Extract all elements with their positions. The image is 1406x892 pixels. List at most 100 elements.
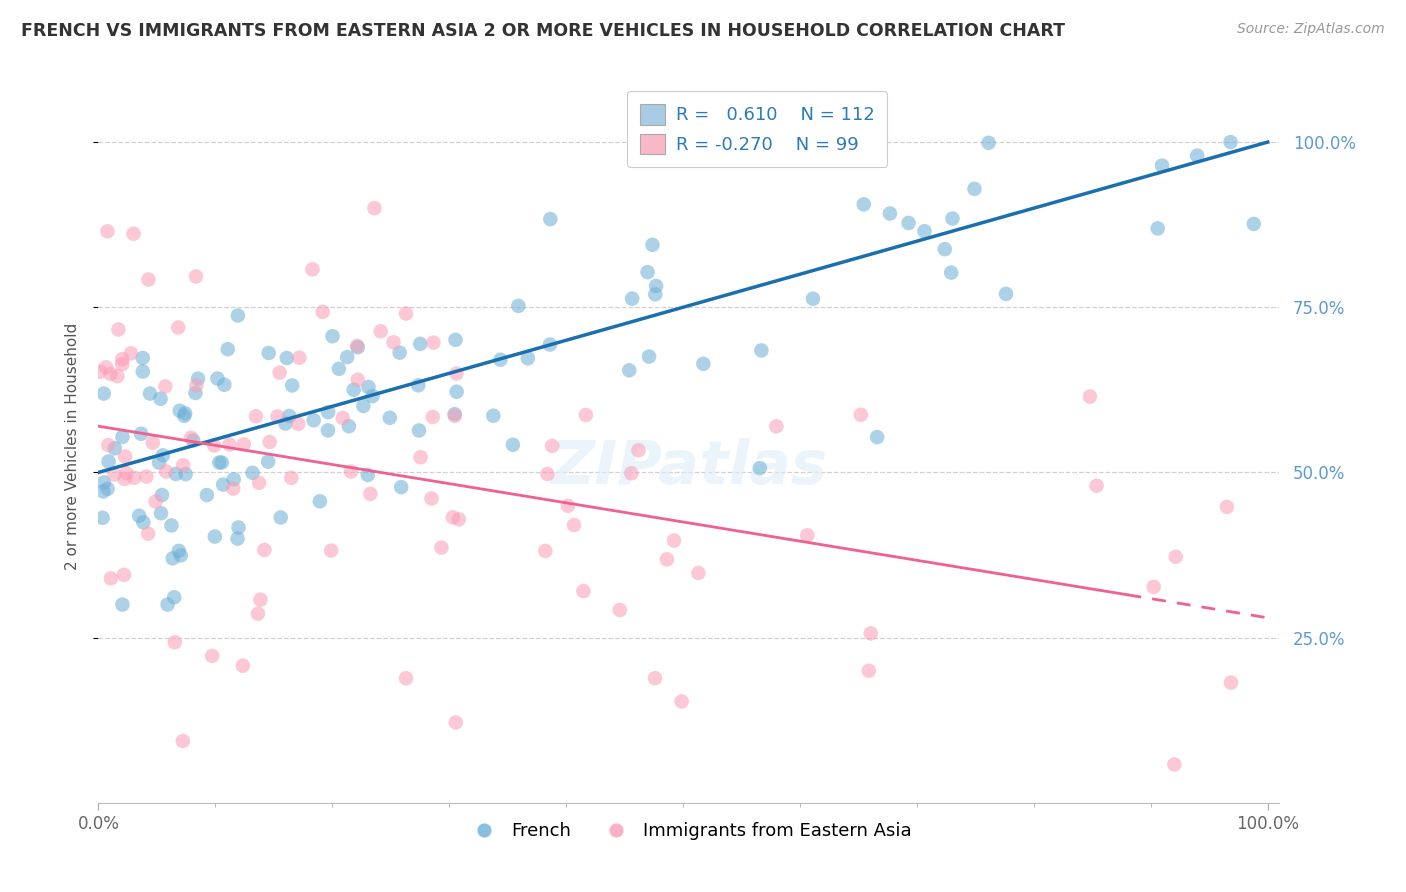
Point bbox=[995, 286, 1018, 301]
Point bbox=[340, 465, 363, 479]
Point bbox=[765, 419, 787, 434]
Point bbox=[184, 269, 207, 284]
Point bbox=[557, 499, 579, 513]
Point bbox=[316, 423, 339, 437]
Point bbox=[186, 378, 208, 392]
Point bbox=[222, 482, 245, 496]
Point bbox=[1143, 580, 1166, 594]
Point bbox=[644, 287, 666, 301]
Point bbox=[163, 635, 186, 649]
Point bbox=[202, 438, 225, 452]
Point bbox=[287, 417, 309, 431]
Point bbox=[104, 442, 127, 456]
Point bbox=[378, 410, 401, 425]
Point bbox=[849, 408, 872, 422]
Point bbox=[249, 592, 271, 607]
Point bbox=[357, 467, 380, 482]
Point bbox=[852, 197, 875, 211]
Text: Source: ZipAtlas.com: Source: ZipAtlas.com bbox=[1237, 22, 1385, 37]
Point bbox=[346, 339, 368, 353]
Point bbox=[111, 598, 134, 612]
Point bbox=[112, 567, 135, 582]
Point bbox=[637, 265, 659, 279]
Point bbox=[1216, 500, 1239, 514]
Point bbox=[170, 549, 193, 563]
Point bbox=[226, 532, 249, 546]
Point bbox=[1163, 757, 1185, 772]
Point bbox=[222, 472, 245, 486]
Point bbox=[115, 466, 138, 480]
Point bbox=[441, 510, 464, 524]
Point bbox=[217, 342, 239, 356]
Point bbox=[1164, 549, 1187, 564]
Point bbox=[232, 437, 254, 451]
Point bbox=[91, 510, 114, 524]
Point bbox=[422, 409, 444, 424]
Point bbox=[89, 365, 111, 379]
Point bbox=[120, 346, 142, 360]
Point bbox=[149, 506, 172, 520]
Point bbox=[266, 409, 288, 424]
Point bbox=[1078, 390, 1101, 404]
Point bbox=[1185, 148, 1208, 162]
Point bbox=[627, 443, 650, 458]
Point bbox=[337, 419, 360, 434]
Point bbox=[204, 530, 226, 544]
Point bbox=[218, 437, 240, 451]
Point bbox=[443, 409, 465, 423]
Point bbox=[173, 409, 195, 423]
Point bbox=[184, 386, 207, 401]
Point bbox=[692, 357, 714, 371]
Point bbox=[321, 329, 343, 343]
Point bbox=[516, 351, 538, 366]
Point bbox=[444, 333, 467, 347]
Point bbox=[174, 406, 197, 420]
Point bbox=[352, 399, 374, 413]
Point bbox=[103, 467, 125, 482]
Point bbox=[155, 465, 177, 479]
Point bbox=[534, 544, 557, 558]
Point bbox=[208, 455, 231, 469]
Point bbox=[645, 279, 668, 293]
Point bbox=[94, 360, 117, 375]
Point bbox=[446, 384, 468, 399]
Point bbox=[609, 603, 631, 617]
Point bbox=[575, 408, 598, 422]
Point bbox=[253, 543, 276, 558]
Point bbox=[447, 512, 470, 526]
Point bbox=[1150, 159, 1173, 173]
Point bbox=[420, 491, 443, 506]
Point bbox=[180, 431, 202, 445]
Point bbox=[167, 320, 190, 334]
Point bbox=[139, 386, 162, 401]
Point bbox=[619, 363, 641, 377]
Point bbox=[136, 526, 159, 541]
Point bbox=[662, 533, 685, 548]
Point bbox=[357, 380, 380, 394]
Point bbox=[181, 434, 204, 448]
Point bbox=[941, 266, 963, 280]
Point bbox=[389, 480, 412, 494]
Point bbox=[201, 648, 224, 663]
Point bbox=[155, 379, 177, 393]
Point bbox=[107, 322, 129, 336]
Point bbox=[346, 340, 368, 354]
Point bbox=[96, 224, 118, 238]
Point bbox=[963, 182, 986, 196]
Point bbox=[257, 346, 280, 360]
Point bbox=[1219, 675, 1241, 690]
Point bbox=[142, 435, 165, 450]
Point bbox=[156, 598, 179, 612]
Point bbox=[321, 543, 343, 558]
Point bbox=[489, 352, 512, 367]
Point bbox=[269, 366, 291, 380]
Point bbox=[129, 426, 152, 441]
Point bbox=[93, 386, 115, 401]
Point bbox=[245, 409, 267, 424]
Point bbox=[226, 309, 249, 323]
Point bbox=[207, 371, 229, 385]
Point bbox=[97, 438, 120, 452]
Point bbox=[145, 494, 167, 508]
Point bbox=[122, 471, 145, 485]
Point bbox=[934, 242, 956, 256]
